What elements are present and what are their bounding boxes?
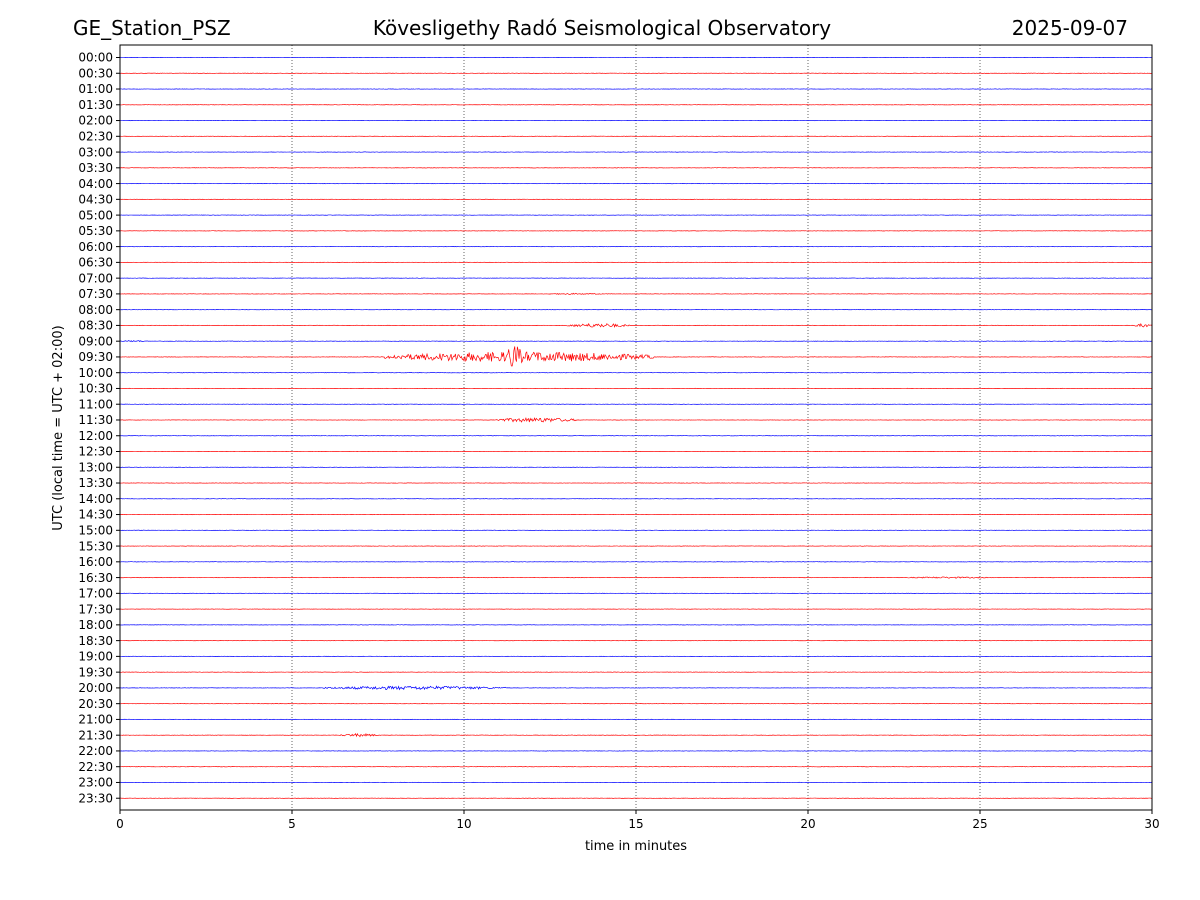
- row-label: 11:00: [78, 397, 113, 411]
- row-label: 16:00: [78, 555, 113, 569]
- trace-row-0830: [119, 322, 1153, 328]
- row-label: 17:30: [78, 602, 113, 616]
- row-label: 02:30: [78, 130, 113, 144]
- row-label: 04:00: [78, 177, 113, 191]
- row-label: 00:00: [78, 51, 113, 65]
- vertical-gridlines: [291, 45, 981, 810]
- row-label: 18:00: [78, 618, 113, 632]
- row-label: 08:00: [78, 303, 113, 317]
- x-tick-label: 15: [628, 817, 643, 831]
- y-axis-label: UTC (local time = UTC + 02:00): [51, 325, 66, 530]
- row-label: 14:30: [78, 508, 113, 522]
- row-label: 14:00: [78, 492, 113, 506]
- x-tick-label: 5: [288, 817, 296, 831]
- row-label: 10:00: [78, 366, 113, 380]
- x-tick-label: 0: [116, 817, 124, 831]
- row-label: 21:00: [78, 713, 113, 727]
- trace-row-0900: [119, 340, 1153, 343]
- row-label: 13:00: [78, 460, 113, 474]
- x-tick-label: 20: [800, 817, 815, 831]
- row-label: 04:30: [78, 193, 113, 207]
- x-tick-label: 10: [456, 817, 471, 831]
- row-label: 00:30: [78, 66, 113, 80]
- row-label: 12:30: [78, 445, 113, 459]
- row-label: 18:30: [78, 634, 113, 648]
- row-label: 19:30: [78, 665, 113, 679]
- row-label: 22:00: [78, 744, 113, 758]
- row-label: 15:00: [78, 524, 113, 538]
- row-label: 12:00: [78, 429, 113, 443]
- row-label: 20:30: [78, 697, 113, 711]
- row-label: 01:00: [78, 82, 113, 96]
- row-label: 02:00: [78, 114, 113, 128]
- row-label: 01:30: [78, 98, 113, 112]
- row-label: 03:00: [78, 145, 113, 159]
- row-label: 09:00: [78, 334, 113, 348]
- x-axis-label: time in minutes: [585, 839, 687, 854]
- row-label: 07:30: [78, 287, 113, 301]
- x-tick-label: 30: [1144, 817, 1159, 831]
- x-tick-label: 25: [972, 817, 987, 831]
- trace-row-1130: [119, 417, 1153, 423]
- observatory-title: Kövesligethy Radó Seismological Observat…: [373, 16, 831, 40]
- trace-row-2000: [119, 685, 1153, 691]
- row-label: 05:30: [78, 224, 113, 238]
- row-label: 20:00: [78, 681, 113, 695]
- row-label: 06:00: [78, 240, 113, 254]
- row-label: 13:30: [78, 476, 113, 490]
- trace-row-1630: [119, 576, 1153, 579]
- row-label: 11:30: [78, 413, 113, 427]
- x-axis-ticks: 0 5 10 15 20 25 30: [116, 810, 1160, 831]
- row-label: 19:00: [78, 650, 113, 664]
- row-label: 22:30: [78, 760, 113, 774]
- row-label: 03:30: [78, 161, 113, 175]
- row-label: 06:30: [78, 256, 113, 270]
- row-label: 09:30: [78, 350, 113, 364]
- trace-row-0730: [119, 292, 1153, 295]
- record-date: 2025-09-07: [1012, 16, 1128, 40]
- row-label: 23:30: [78, 791, 113, 805]
- trace-row-2130: [119, 732, 1153, 738]
- trace-row-0930: [119, 346, 1153, 367]
- row-label: 15:30: [78, 539, 113, 553]
- row-label: 10:30: [78, 382, 113, 396]
- station-name: GE_Station_PSZ: [73, 16, 231, 40]
- row-label: 08:30: [78, 319, 113, 333]
- row-label: 17:00: [78, 587, 113, 601]
- trace-rows: [119, 56, 1153, 799]
- row-label: 21:30: [78, 728, 113, 742]
- row-label: 07:00: [78, 271, 113, 285]
- row-label: 16:30: [78, 571, 113, 585]
- plot-frame: [119, 44, 1153, 811]
- row-label: 05:00: [78, 208, 113, 222]
- row-label: 23:00: [78, 776, 113, 790]
